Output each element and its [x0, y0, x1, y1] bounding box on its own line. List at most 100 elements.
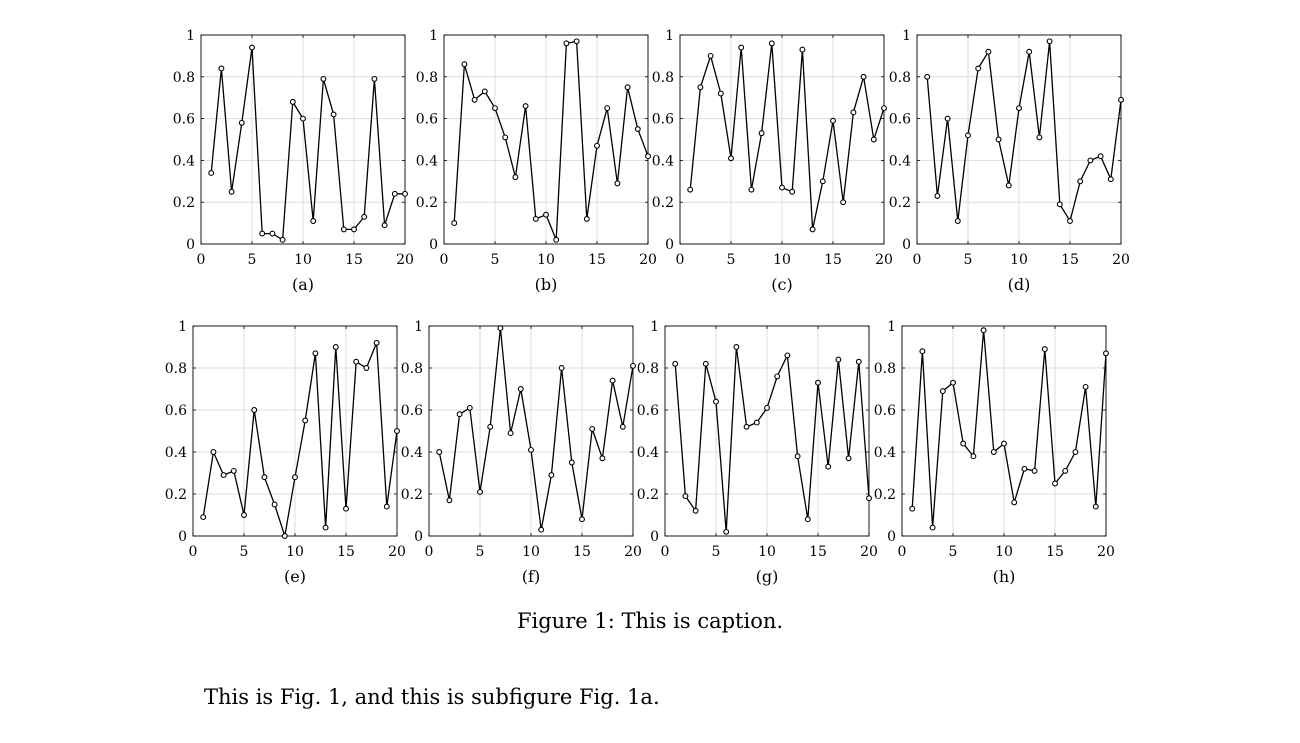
subfigure-label: (b) — [535, 275, 558, 294]
y-tick-label: 1 — [414, 319, 423, 335]
data-point — [553, 236, 560, 243]
subfigure-label: (a) — [292, 275, 314, 294]
y-tick-label: 0.2 — [652, 195, 674, 211]
y-tick-label: 0.2 — [416, 195, 438, 211]
data-point — [850, 109, 857, 116]
data-point — [1072, 449, 1079, 455]
data-point — [373, 339, 380, 346]
data-point — [210, 449, 217, 455]
y-tick-label: 0.4 — [173, 153, 195, 169]
data-point — [870, 136, 877, 143]
series-line — [926, 41, 1122, 223]
x-tick-label: 0 — [197, 252, 206, 268]
y-tick-label: 1 — [186, 28, 195, 44]
data-point — [1092, 503, 1099, 510]
data-point — [980, 327, 987, 334]
data-point — [599, 455, 606, 462]
data-point — [924, 73, 931, 80]
data-point — [461, 61, 468, 68]
y-tick-label: 0.8 — [416, 70, 438, 86]
x-tick-label: 15 — [337, 544, 355, 560]
data-point — [259, 230, 266, 237]
x-tick-label: 20 — [860, 544, 878, 560]
data-point — [528, 446, 534, 453]
data-point — [995, 136, 1002, 143]
data-point — [1011, 499, 1018, 506]
x-tick-label: 0 — [913, 252, 922, 268]
data-point — [1031, 467, 1038, 474]
data-point — [512, 174, 519, 181]
data-point — [794, 453, 801, 460]
x-tick-label: 0 — [661, 544, 670, 560]
y-tick-label: 0 — [414, 529, 423, 545]
y-tick-label: 0 — [887, 529, 896, 545]
data-point — [383, 503, 390, 510]
data-point — [634, 126, 641, 133]
y-tick-label: 0.8 — [401, 361, 423, 377]
data-point — [589, 425, 596, 432]
data-point — [758, 130, 765, 137]
data-point — [929, 524, 936, 531]
data-point — [1077, 178, 1084, 185]
data-point — [466, 404, 473, 411]
x-tick-label: 15 — [573, 544, 591, 560]
data-point — [604, 105, 611, 112]
data-point — [312, 350, 319, 357]
data-point — [583, 215, 590, 222]
series-line — [202, 342, 398, 537]
subfigure-label: (c) — [771, 275, 792, 294]
data-point — [1021, 465, 1028, 472]
data-point — [990, 449, 997, 455]
data-point — [975, 65, 982, 72]
data-point — [394, 428, 400, 434]
data-point — [436, 449, 443, 455]
data-point — [292, 474, 298, 481]
data-point — [251, 407, 258, 413]
x-tick-label: 10 — [758, 544, 776, 560]
subplot-d: 0 5 10 15 20 0 0.2 0.4 0.6 0.8 1 (d) — [889, 28, 1130, 294]
data-point — [279, 236, 286, 243]
data-point — [532, 215, 539, 222]
y-tick-label: 0.6 — [637, 403, 659, 419]
data-point — [363, 365, 370, 371]
data-point — [1097, 153, 1104, 160]
data-point — [672, 360, 679, 367]
data-point — [609, 377, 616, 384]
data-point — [687, 186, 694, 193]
y-tick-label: 0.4 — [637, 445, 659, 461]
series-line — [210, 47, 405, 241]
data-point — [563, 40, 570, 47]
data-point — [789, 188, 796, 195]
data-point — [289, 98, 296, 105]
data-point — [538, 526, 545, 533]
subfigure-label: (h) — [993, 567, 1016, 586]
data-point — [322, 524, 329, 531]
y-tick-label: 0.8 — [652, 70, 674, 86]
data-point — [779, 184, 785, 191]
data-point — [249, 44, 255, 51]
data-point — [502, 134, 509, 141]
x-tick-label: 10 — [294, 252, 312, 268]
data-point — [1082, 383, 1089, 390]
subplot-a: 0 5 10 15 20 0 0.2 0.4 0.6 0.8 1 (a) — [173, 28, 414, 294]
data-point — [1107, 176, 1114, 183]
y-tick-label: 0.2 — [165, 487, 187, 503]
x-tick-label: 0 — [440, 252, 449, 268]
x-tick-label: 20 — [1112, 252, 1130, 268]
data-point — [228, 188, 235, 195]
data-point — [381, 222, 388, 229]
x-tick-label: 0 — [676, 252, 685, 268]
y-tick-label: 0.2 — [874, 487, 896, 503]
series-line — [453, 40, 649, 241]
y-tick-label: 0.4 — [889, 153, 911, 169]
y-tick-label: 0 — [178, 529, 187, 545]
data-point — [753, 419, 760, 426]
data-point — [950, 379, 956, 386]
data-point — [351, 226, 357, 233]
data-point — [1036, 134, 1043, 141]
y-tick-label: 0.8 — [889, 70, 911, 86]
data-point — [645, 153, 651, 160]
y-tick-label: 1 — [429, 28, 438, 44]
data-point — [939, 388, 946, 395]
data-point — [985, 48, 992, 55]
